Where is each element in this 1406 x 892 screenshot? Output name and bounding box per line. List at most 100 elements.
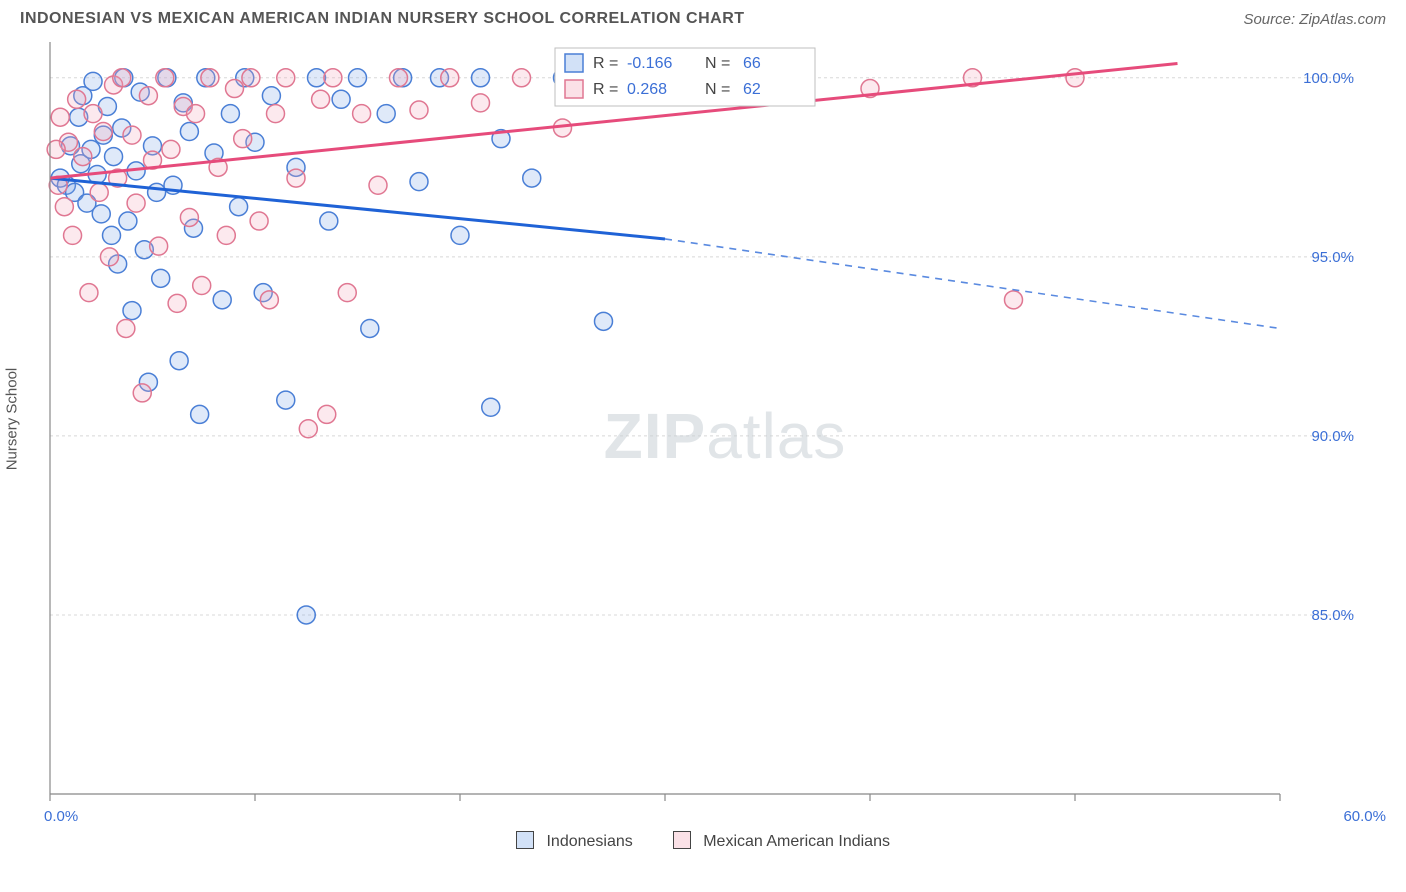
legend-label: Indonesians [546,833,632,850]
legend-r-label: R = [593,55,618,72]
data-point [1005,291,1023,309]
square-icon [565,54,583,72]
data-point [451,226,469,244]
data-point [127,194,145,212]
data-point [217,226,235,244]
square-icon [516,831,534,849]
x-tick-min: 0.0% [44,808,78,825]
data-point [170,352,188,370]
data-point [148,183,166,201]
data-point [180,208,198,226]
data-point [410,101,428,119]
data-point [353,105,371,123]
data-point [193,277,211,295]
data-point [226,80,244,98]
data-point [523,169,541,187]
legend-n-label: N = [705,81,730,98]
data-point [338,284,356,302]
data-point [191,405,209,423]
data-point [201,69,219,87]
data-point [105,148,123,166]
data-point [180,123,198,141]
data-point [324,69,342,87]
data-point [92,205,110,223]
data-point [349,69,367,87]
data-point [94,123,112,141]
trend-line-blue-extrapolated [665,239,1280,329]
legend-r-value: -0.166 [627,55,672,72]
scatter-chart: 85.0%90.0%95.0%100.0%ZIPatlasR =-0.166N … [20,34,1360,804]
data-point [1066,69,1084,87]
data-point [277,391,295,409]
data-point [260,291,278,309]
square-icon [673,831,691,849]
data-point [377,105,395,123]
data-point [103,226,121,244]
data-point [213,291,231,309]
data-point [297,606,315,624]
x-tick-max: 60.0% [1343,808,1386,825]
data-point [90,183,108,201]
data-point [472,69,490,87]
data-point [221,105,239,123]
legend-n-label: N = [705,55,730,72]
data-point [277,69,295,87]
data-point [123,126,141,144]
data-point [361,319,379,337]
data-point [595,312,613,330]
data-point [250,212,268,230]
data-point [318,405,336,423]
square-icon [565,80,583,98]
data-point [84,72,102,90]
source-label: Source: ZipAtlas.com [1243,11,1386,28]
data-point [287,169,305,187]
data-point [513,69,531,87]
data-point [332,90,350,108]
legend-item-indonesians: Indonesians [516,831,633,851]
data-point [472,94,490,112]
data-point [390,69,408,87]
data-point [234,130,252,148]
data-point [187,105,205,123]
data-point [162,140,180,158]
y-tick-label: 95.0% [1311,249,1354,266]
data-point [242,69,260,87]
data-point [133,384,151,402]
data-point [299,420,317,438]
title-bar: INDONESIAN VS MEXICAN AMERICAN INDIAN NU… [0,0,1406,34]
legend-r-value: 0.268 [627,81,667,98]
data-point [320,212,338,230]
data-point [262,87,280,105]
data-point [308,69,326,87]
series-legend: Indonesians Mexican American Indians [0,831,1406,851]
legend-item-mexican-american-indians: Mexican American Indians [673,831,890,851]
data-point [117,319,135,337]
data-point [139,87,157,105]
y-tick-label: 90.0% [1311,428,1354,445]
data-point [441,69,459,87]
y-tick-label: 100.0% [1303,70,1354,87]
legend-n-value: 66 [743,55,761,72]
data-point [100,248,118,266]
data-point [410,173,428,191]
plot-area: Nursery School 85.0%90.0%95.0%100.0%ZIPa… [20,34,1386,804]
data-point [123,302,141,320]
data-point [482,398,500,416]
legend-r-label: R = [593,81,618,98]
x-axis-labels: 0.0% 60.0% [44,808,1386,825]
data-point [113,69,131,87]
chart-title: INDONESIAN VS MEXICAN AMERICAN INDIAN NU… [20,10,745,28]
legend-n-value: 62 [743,81,761,98]
y-tick-label: 85.0% [1311,607,1354,624]
data-point [312,90,330,108]
data-point [230,198,248,216]
data-point [64,226,82,244]
data-point [55,198,73,216]
data-point [80,284,98,302]
y-axis-label: Nursery School [4,368,21,471]
data-point [369,176,387,194]
legend-label: Mexican American Indians [703,833,890,850]
data-point [84,105,102,123]
data-point [267,105,285,123]
data-point [74,148,92,166]
